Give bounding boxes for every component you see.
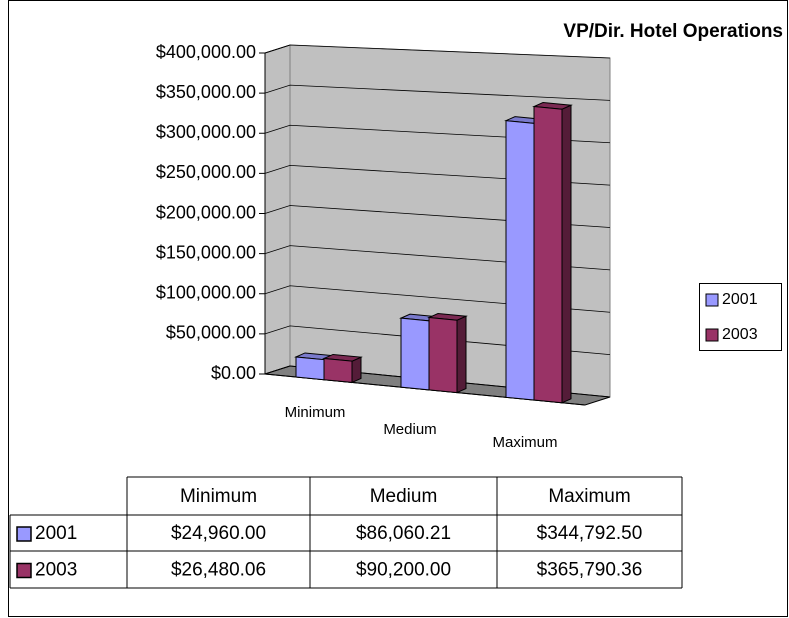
x-tick-label: Medium <box>383 421 436 438</box>
table-header: Minimum <box>180 486 257 507</box>
legend-swatch <box>705 293 719 307</box>
grid-line <box>264 325 611 356</box>
y-tick-label: $250,000.00 <box>156 162 256 182</box>
table-cell: $26,480.06 <box>171 560 266 581</box>
y-tick-label: $400,000.00 <box>156 42 256 62</box>
table-cell: $24,960.00 <box>171 523 266 544</box>
bar <box>295 356 325 381</box>
bar-side <box>456 315 467 394</box>
grid-line <box>264 44 611 59</box>
y-tick-label: $150,000.00 <box>156 242 256 262</box>
x-tick-label: Maximum <box>492 434 557 451</box>
x-tick-label: Minimum <box>285 404 346 421</box>
data-table <box>9 476 683 589</box>
table-row-label: 2001 <box>35 523 77 544</box>
legend-label: 2003 <box>722 326 758 343</box>
grid-line <box>264 245 611 271</box>
table-row-label: 2003 <box>35 560 77 581</box>
bar <box>400 317 430 391</box>
chart-title: VP/Dir. Hotel Operations <box>563 21 783 42</box>
table-header: Medium <box>370 486 438 507</box>
legend-swatch <box>705 328 719 342</box>
table-cell: $90,200.00 <box>356 560 451 581</box>
legend-label: 2001 <box>722 291 758 308</box>
table-swatch <box>16 562 32 579</box>
table-swatch <box>16 526 32 542</box>
table-cell: $86,060.21 <box>356 523 451 544</box>
y-tick-label: $350,000.00 <box>156 82 256 102</box>
grid-line <box>264 124 611 144</box>
bar <box>505 120 535 401</box>
grid-line <box>264 205 611 228</box>
y-tick-label: $0.00 <box>211 363 256 383</box>
table-header: Maximum <box>548 486 630 507</box>
y-tick-label: $100,000.00 <box>156 283 256 303</box>
grid-line <box>264 285 611 313</box>
grid-line <box>264 164 611 186</box>
grid-line <box>264 365 611 398</box>
table-cell: $365,790.36 <box>537 560 643 581</box>
bar-side <box>561 104 572 404</box>
grid-line <box>264 84 611 101</box>
bar <box>323 357 353 383</box>
y-tick-label: $300,000.00 <box>156 122 256 142</box>
y-tick-label: $50,000.00 <box>166 323 256 343</box>
bar <box>533 105 563 404</box>
y-tick-label: $200,000.00 <box>156 202 256 222</box>
table-cell: $344,792.50 <box>537 523 643 544</box>
bar <box>428 316 458 394</box>
